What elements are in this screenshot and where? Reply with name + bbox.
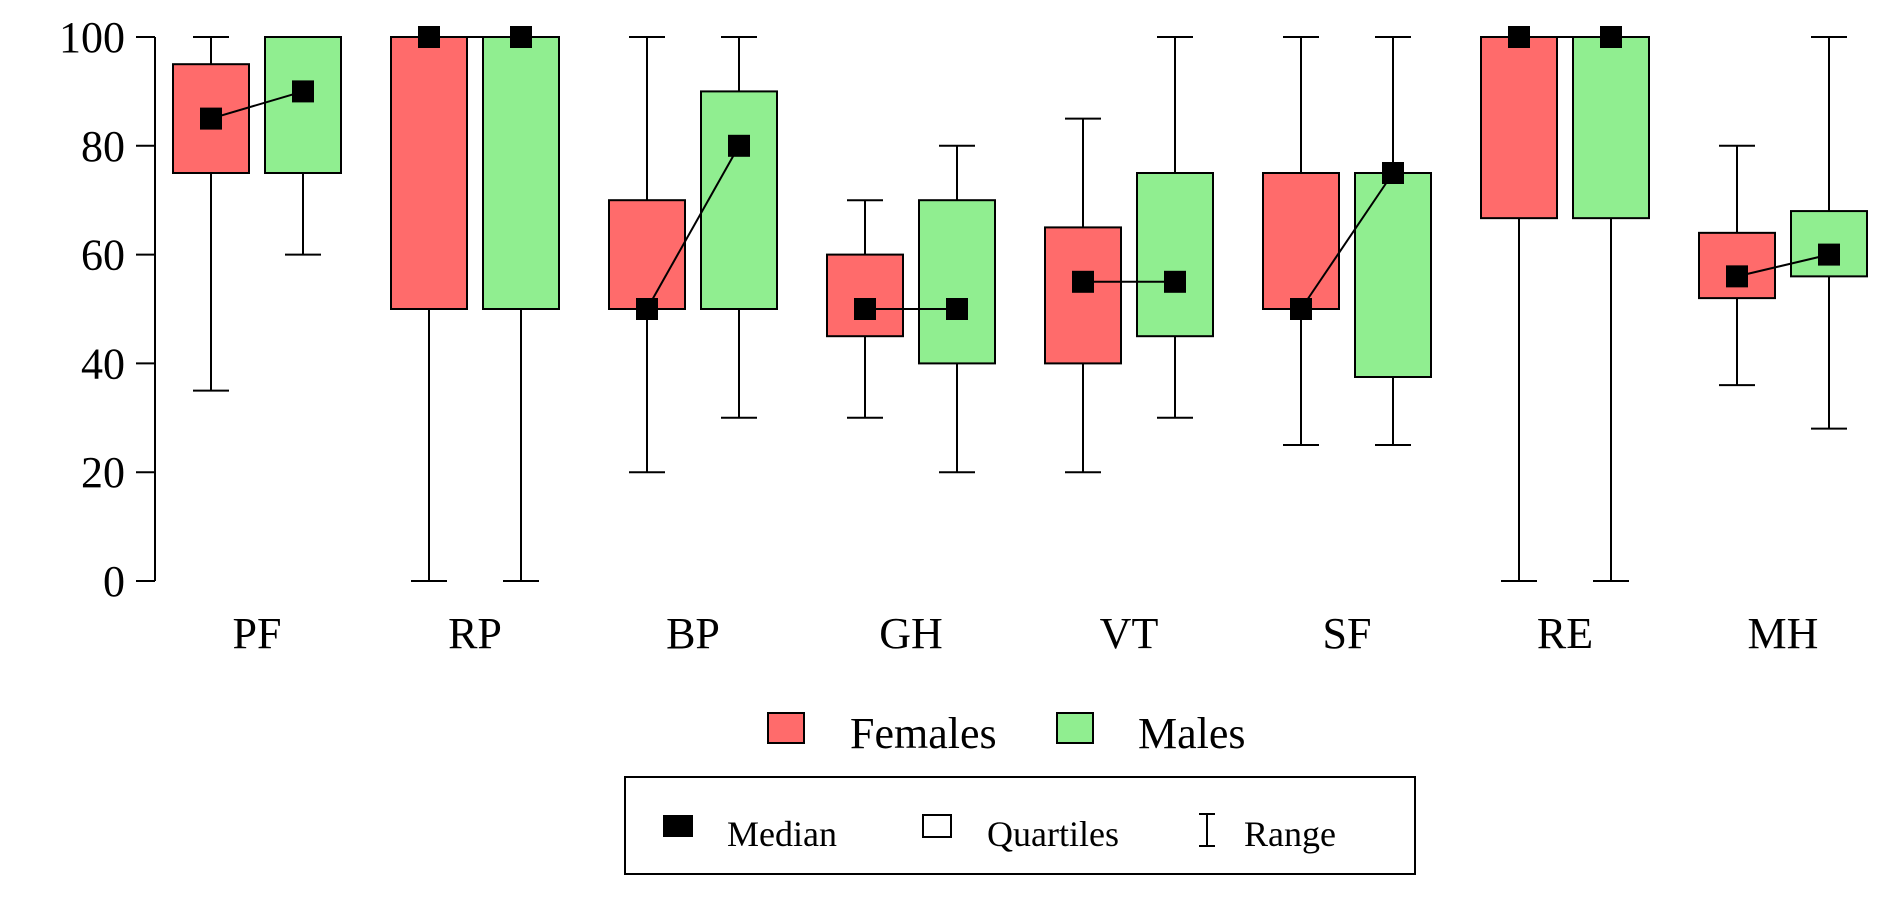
median-connector (1300, 172, 1394, 310)
median-marker-females (1290, 298, 1312, 320)
plot-area (172, 26, 1868, 582)
key-label-range: Range (1244, 814, 1336, 854)
median-marker-females (1508, 26, 1530, 48)
box-females-re (1480, 36, 1558, 220)
legend-swatch-males (1056, 712, 1094, 744)
box-females-bp (608, 199, 686, 310)
key-label-quartiles: Quartiles (987, 814, 1119, 854)
median-marker-males (1600, 26, 1622, 48)
median-connector (646, 145, 740, 310)
x-tick-label: VT (1100, 609, 1159, 658)
median-marker-males (1818, 243, 1840, 266)
x-tick-label: SF (1323, 609, 1372, 658)
median-marker-males (946, 298, 968, 320)
median-marker-females (854, 298, 876, 320)
range-key-icon (1199, 813, 1215, 847)
box-females-rp (390, 36, 468, 310)
median-marker-males (1164, 270, 1186, 293)
median-connector (1736, 253, 1830, 278)
median-marker-females (200, 107, 222, 130)
box-females-vt (1044, 226, 1122, 365)
y-tick-label: 40 (81, 339, 125, 388)
y-tick-label: 80 (81, 122, 125, 171)
x-tick-label: MH (1748, 609, 1819, 658)
x-tick-label: PF (233, 609, 282, 658)
legend-label-females: Females (850, 709, 997, 758)
median-marker-females (1726, 265, 1748, 288)
box-females-gh (826, 253, 904, 338)
category-group-mh (1698, 36, 1868, 430)
x-tick-label: RE (1537, 609, 1593, 658)
category-group-gh (826, 144, 996, 474)
box-males-sf (1354, 172, 1432, 378)
x-tick-label: BP (666, 609, 720, 658)
key-label-median: Median (727, 814, 837, 854)
key-legend: Median Quartiles Range (624, 776, 1416, 875)
box-males-vt (1136, 172, 1214, 338)
median-marker-males (1382, 162, 1404, 184)
x-axis-labels: PF RP BP GH VT SF RE MH (233, 609, 1819, 658)
box-males-gh (918, 199, 996, 365)
y-tick-label: 60 (81, 231, 125, 280)
box-males-pf (264, 36, 342, 174)
y-tick-label: 0 (103, 557, 125, 606)
median-marker-females (636, 298, 658, 320)
median-key-icon (663, 815, 693, 837)
x-tick-label: RP (448, 609, 502, 658)
legend-label-males: Males (1138, 709, 1246, 758)
y-tick-label: 20 (81, 448, 125, 497)
key-legend-frame (624, 776, 1416, 875)
category-group-pf (172, 36, 342, 392)
series-legend: Females Males (767, 709, 1246, 758)
median-marker-males (728, 134, 750, 157)
box-males-re (1572, 36, 1650, 220)
box-females-sf (1262, 172, 1340, 310)
category-group-rp (390, 26, 560, 582)
legend-swatch-females (767, 712, 805, 744)
median-marker-females (1072, 270, 1094, 293)
median-marker-males (510, 26, 532, 48)
category-group-re (1480, 26, 1650, 582)
box-males-bp (700, 90, 778, 311)
x-tick-label: GH (879, 609, 943, 658)
box-males-rp (482, 36, 560, 310)
median-marker-males (292, 80, 314, 103)
y-axis: 0 20 40 60 80 100 (59, 13, 156, 606)
y-tick-label: 100 (59, 13, 125, 62)
category-group-bp (608, 36, 778, 474)
category-group-sf (1262, 36, 1432, 446)
median-connector (210, 90, 304, 120)
quartiles-key-icon (922, 814, 952, 838)
median-marker-females (418, 26, 440, 48)
category-group-vt (1044, 36, 1214, 474)
